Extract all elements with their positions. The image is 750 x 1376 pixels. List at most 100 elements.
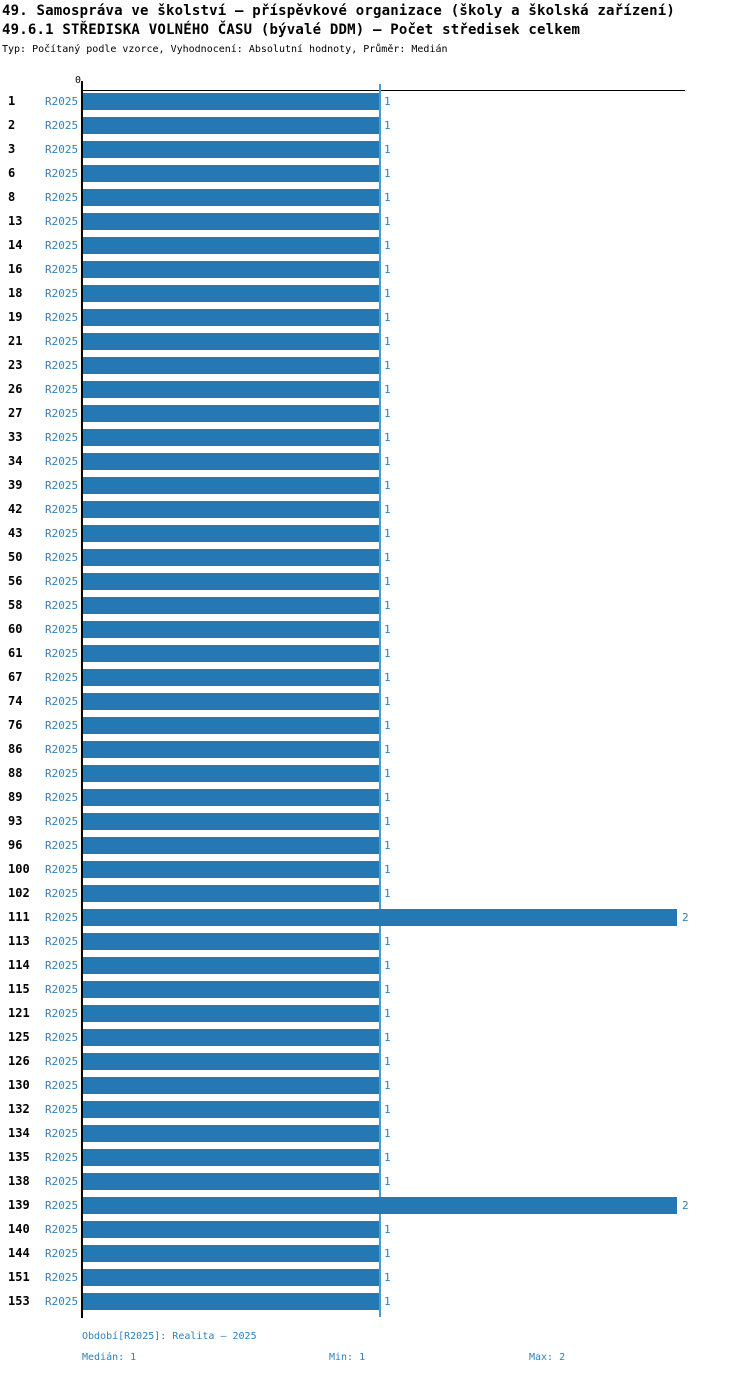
value-label: 1 [384, 1175, 391, 1188]
chart-row: 67 R2025 1 [0, 669, 750, 693]
chart-row: 3 R2025 1 [0, 141, 750, 165]
bar [83, 717, 379, 734]
chart-row: 74 R2025 1 [0, 693, 750, 717]
bar [83, 357, 379, 374]
y-axis-line [81, 81, 83, 1318]
row-number: 19 [8, 310, 23, 324]
bar [83, 237, 379, 254]
bar [83, 501, 379, 518]
row-number: 151 [8, 1270, 30, 1284]
row-number: 2 [8, 118, 16, 132]
value-label: 1 [384, 479, 391, 492]
value-label: 1 [384, 503, 391, 516]
value-label: 1 [384, 1127, 391, 1140]
chart-row: 42 R2025 1 [0, 501, 750, 525]
bar [83, 309, 379, 326]
series-label: R2025 [45, 95, 79, 108]
footer-period-label: Období[R2025]: Realita – 2025 [82, 1331, 257, 1342]
row-number: 42 [8, 502, 23, 516]
chart-row: 8 R2025 1 [0, 189, 750, 213]
chart-row: 140 R2025 1 [0, 1221, 750, 1245]
value-label: 1 [384, 767, 391, 780]
bar [83, 141, 379, 158]
chart-rows: 1 R2025 1 2 R2025 1 3 R2025 1 6 R2025 1 … [0, 93, 750, 1317]
series-label: R2025 [45, 167, 79, 180]
bar [83, 957, 379, 974]
value-label: 1 [384, 383, 391, 396]
series-label: R2025 [45, 1223, 79, 1236]
chart-title-line1: 49. Samospráva ve školství – příspěvkové… [2, 3, 676, 19]
chart-row: 111 R2025 2 [0, 909, 750, 933]
chart-row: 33 R2025 1 [0, 429, 750, 453]
value-label: 1 [384, 671, 391, 684]
row-number: 14 [8, 238, 23, 252]
row-number: 56 [8, 574, 23, 588]
row-number: 18 [8, 286, 23, 300]
series-label: R2025 [45, 1199, 79, 1212]
series-label: R2025 [45, 455, 79, 468]
bar [83, 549, 379, 566]
value-label: 1 [384, 407, 391, 420]
chart-row: 135 R2025 1 [0, 1149, 750, 1173]
series-label: R2025 [45, 887, 79, 900]
x-axis-line [82, 90, 685, 91]
value-label: 1 [384, 743, 391, 756]
value-label: 1 [384, 215, 391, 228]
bar [83, 981, 379, 998]
chart-row: 139 R2025 2 [0, 1197, 750, 1221]
bar [83, 429, 379, 446]
series-label: R2025 [45, 359, 79, 372]
bar [83, 381, 379, 398]
chart-row: 26 R2025 1 [0, 381, 750, 405]
x-axis-tick-label-zero: 0 [75, 75, 82, 86]
row-number: 74 [8, 694, 23, 708]
value-label: 1 [384, 359, 391, 372]
value-label: 1 [384, 311, 391, 324]
row-number: 50 [8, 550, 23, 564]
row-number: 121 [8, 1006, 30, 1020]
value-label: 2 [682, 1199, 689, 1212]
chart-row: 125 R2025 1 [0, 1029, 750, 1053]
series-label: R2025 [45, 575, 79, 588]
footer-min-label: Min: 1 [329, 1352, 366, 1363]
series-label: R2025 [45, 647, 79, 660]
bar [83, 93, 379, 110]
series-label: R2025 [45, 311, 79, 324]
value-label: 1 [384, 1151, 391, 1164]
value-label: 1 [384, 1271, 391, 1284]
row-number: 132 [8, 1102, 30, 1116]
row-number: 126 [8, 1054, 30, 1068]
row-number: 100 [8, 862, 30, 876]
row-number: 89 [8, 790, 23, 804]
series-label: R2025 [45, 983, 79, 996]
value-label: 1 [384, 815, 391, 828]
value-label: 1 [384, 1103, 391, 1116]
series-label: R2025 [45, 599, 79, 612]
bar [83, 741, 379, 758]
chart-row: 89 R2025 1 [0, 789, 750, 813]
chart-row: 121 R2025 1 [0, 1005, 750, 1029]
bar [83, 573, 379, 590]
row-number: 13 [8, 214, 23, 228]
series-label: R2025 [45, 1175, 79, 1188]
value-label: 1 [384, 647, 391, 660]
series-label: R2025 [45, 623, 79, 636]
chart-row: 86 R2025 1 [0, 741, 750, 765]
row-number: 96 [8, 838, 23, 852]
value-label: 1 [384, 719, 391, 732]
row-number: 139 [8, 1198, 30, 1212]
row-number: 111 [8, 910, 30, 924]
bar [83, 1269, 379, 1286]
value-label: 1 [384, 1079, 391, 1092]
chart-row: 39 R2025 1 [0, 477, 750, 501]
row-number: 39 [8, 478, 23, 492]
row-number: 130 [8, 1078, 30, 1092]
chart-row: 34 R2025 1 [0, 453, 750, 477]
row-number: 88 [8, 766, 23, 780]
series-label: R2025 [45, 1127, 79, 1140]
chart-row: 126 R2025 1 [0, 1053, 750, 1077]
series-label: R2025 [45, 863, 79, 876]
value-label: 1 [384, 695, 391, 708]
value-label: 1 [384, 527, 391, 540]
chart-row: 88 R2025 1 [0, 765, 750, 789]
